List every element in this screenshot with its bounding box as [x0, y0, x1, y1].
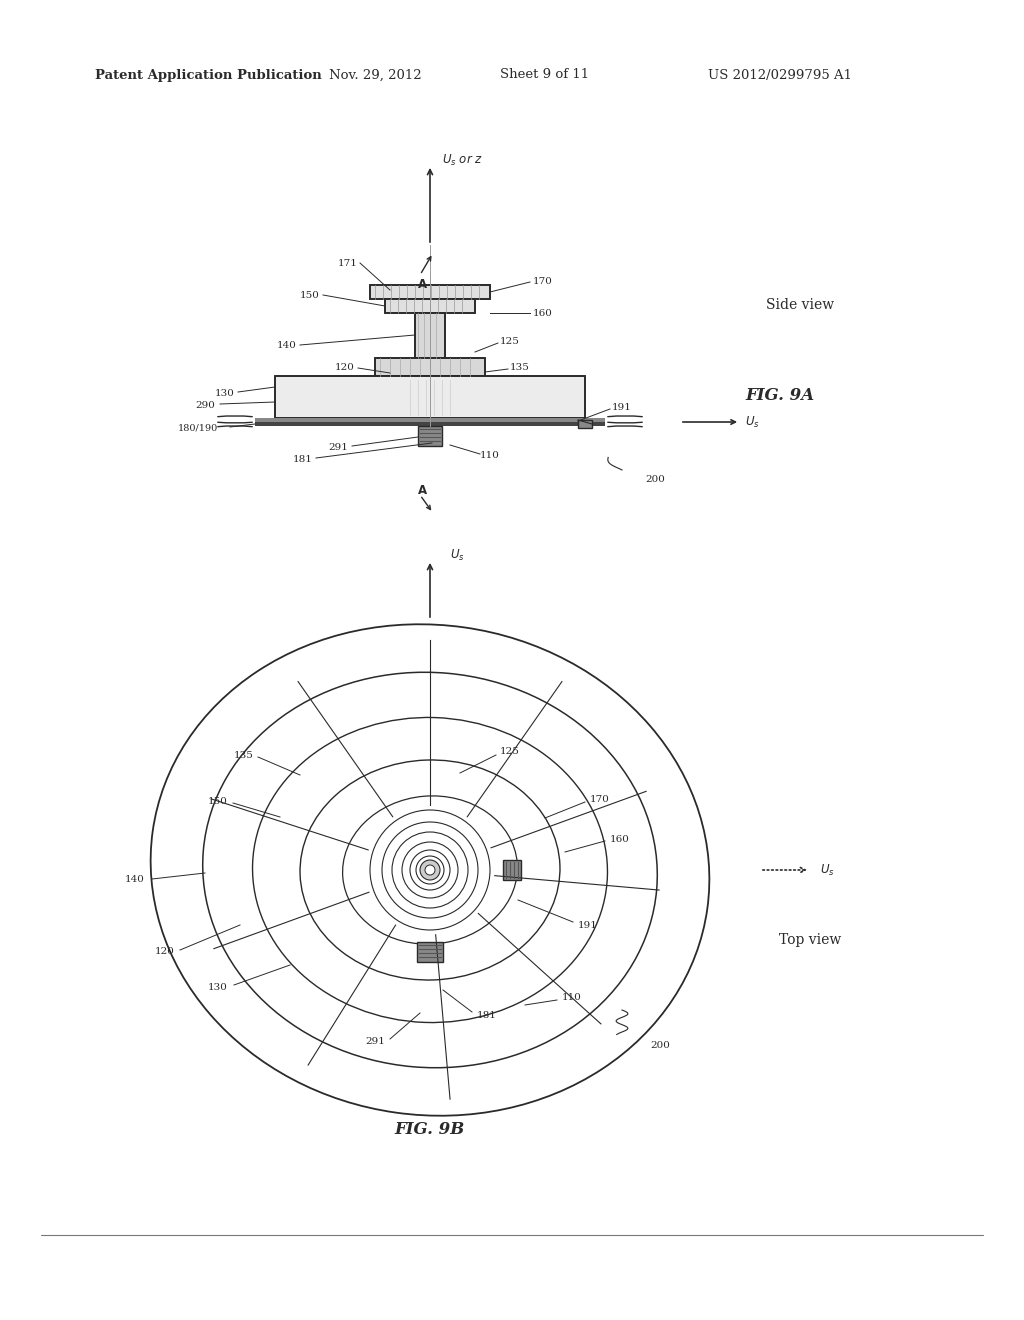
Bar — [255, 418, 605, 426]
Text: 140: 140 — [278, 341, 297, 350]
Bar — [417, 942, 443, 962]
Text: 125: 125 — [500, 338, 520, 346]
Text: 110: 110 — [562, 994, 582, 1002]
Text: US 2012/0299795 A1: US 2012/0299795 A1 — [708, 69, 852, 82]
Text: 120: 120 — [335, 363, 355, 372]
Text: $U_s$ or z: $U_s$ or z — [442, 152, 483, 168]
Text: A: A — [418, 483, 427, 496]
Text: 110: 110 — [480, 450, 500, 459]
Bar — [375, 358, 485, 376]
Circle shape — [425, 865, 435, 875]
Text: 191: 191 — [579, 920, 598, 929]
Text: FIG. 9B: FIG. 9B — [395, 1122, 465, 1138]
Text: 160: 160 — [534, 309, 553, 318]
Text: 130: 130 — [215, 388, 234, 397]
Text: 120: 120 — [155, 948, 175, 957]
Text: 135: 135 — [234, 751, 254, 759]
Text: 291: 291 — [366, 1038, 385, 1047]
Text: 191: 191 — [612, 404, 632, 412]
Text: 130: 130 — [208, 983, 228, 993]
Text: 200: 200 — [650, 1040, 670, 1049]
Bar — [275, 376, 585, 418]
Text: A: A — [418, 279, 427, 292]
Text: Side view: Side view — [766, 298, 835, 312]
Bar — [418, 426, 442, 446]
Text: 181: 181 — [293, 455, 313, 465]
Bar — [275, 376, 585, 418]
Text: $U_s$: $U_s$ — [450, 548, 465, 562]
Text: Nov. 29, 2012: Nov. 29, 2012 — [329, 69, 421, 82]
Text: 171: 171 — [338, 259, 358, 268]
Text: $U_s$: $U_s$ — [820, 862, 835, 878]
Bar — [415, 313, 445, 358]
Text: 140: 140 — [125, 875, 145, 884]
Text: 125: 125 — [500, 747, 520, 756]
Text: 150: 150 — [300, 290, 319, 300]
Text: 170: 170 — [534, 277, 553, 286]
Text: 170: 170 — [590, 796, 610, 804]
Text: Patent Application Publication: Patent Application Publication — [95, 69, 322, 82]
Text: 291: 291 — [328, 442, 348, 451]
Bar — [578, 420, 592, 428]
Text: 160: 160 — [610, 836, 630, 845]
Text: Top view: Top view — [779, 933, 841, 946]
Bar — [385, 300, 475, 313]
Text: 290: 290 — [195, 400, 215, 409]
Bar — [415, 313, 445, 358]
Text: 135: 135 — [510, 363, 530, 372]
Text: 180/190: 180/190 — [178, 424, 218, 433]
Text: FIG. 9A: FIG. 9A — [745, 387, 814, 404]
Text: Sheet 9 of 11: Sheet 9 of 11 — [501, 69, 590, 82]
Text: 200: 200 — [645, 475, 665, 484]
Bar — [370, 285, 490, 300]
Bar — [375, 358, 485, 376]
Bar — [503, 861, 521, 880]
Text: 150: 150 — [208, 797, 228, 807]
Bar — [385, 300, 475, 313]
Text: $U_s$: $U_s$ — [745, 414, 760, 429]
Bar — [255, 418, 605, 422]
Circle shape — [420, 861, 440, 880]
Text: 181: 181 — [477, 1011, 497, 1019]
Bar — [370, 285, 490, 300]
